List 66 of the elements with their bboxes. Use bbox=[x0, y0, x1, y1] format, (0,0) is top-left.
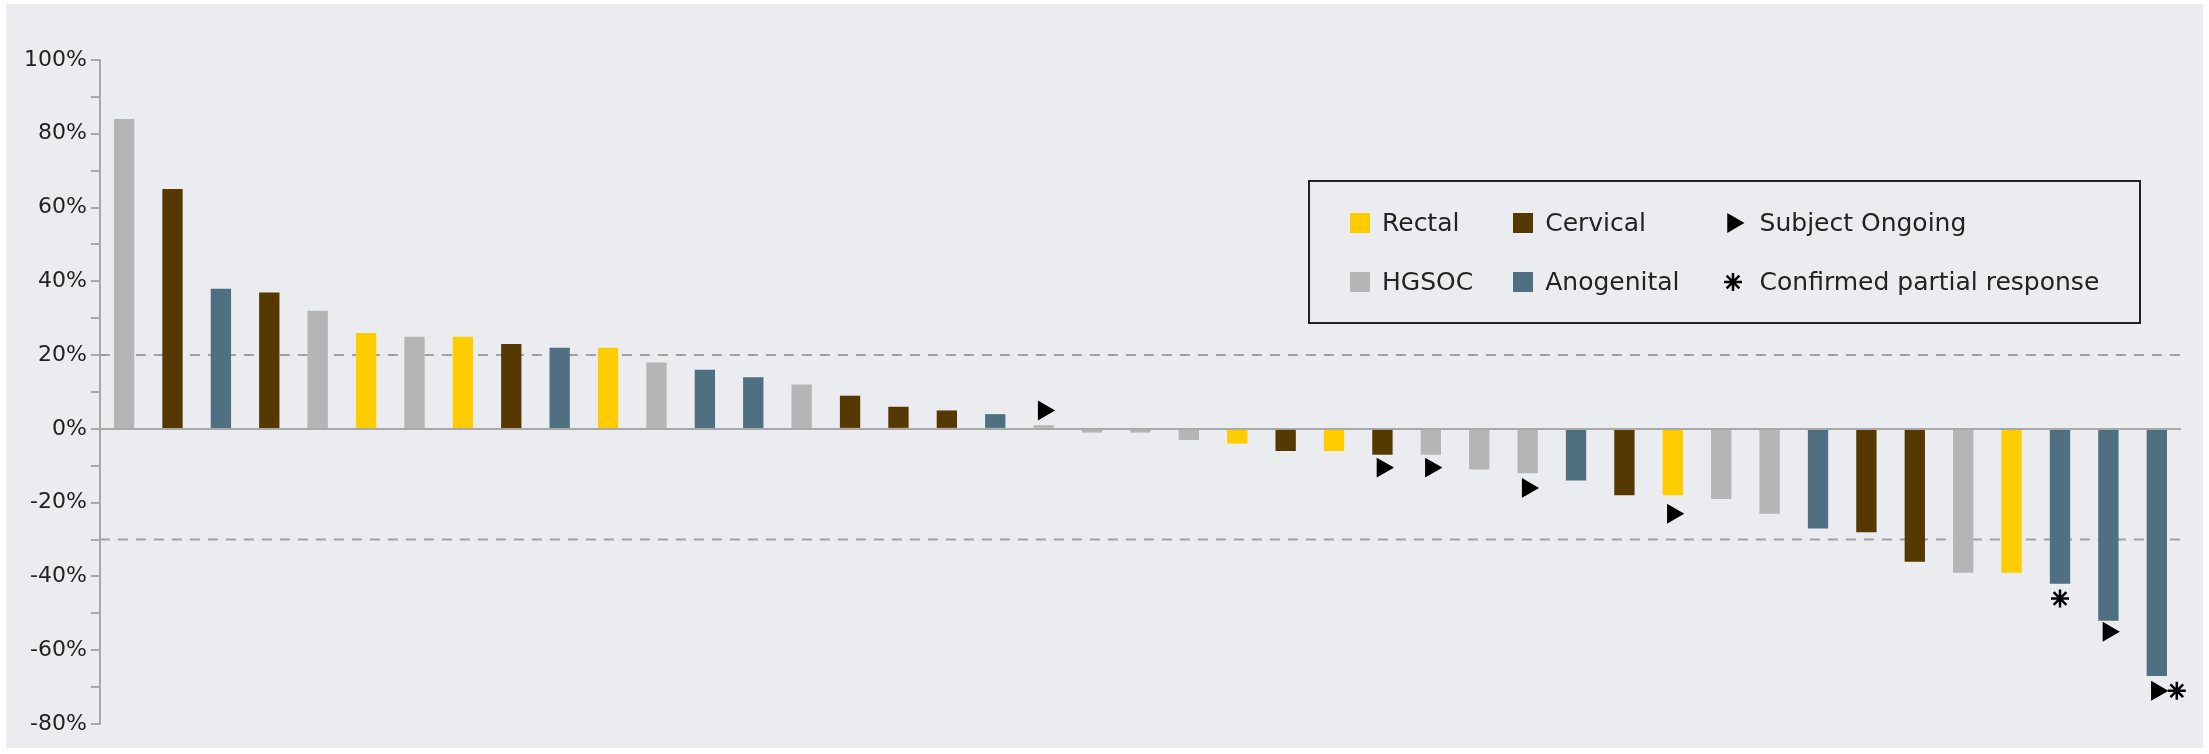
y-tick-label: -20% bbox=[30, 488, 87, 514]
bar bbox=[936, 410, 958, 428]
bar bbox=[1178, 429, 1200, 440]
bar bbox=[1759, 429, 1780, 514]
bar bbox=[2001, 429, 2022, 573]
y-tick-label: 20% bbox=[37, 340, 87, 366]
legend-label: Anogenital bbox=[1545, 267, 1680, 296]
point bbox=[1521, 478, 1538, 497]
bar bbox=[743, 377, 764, 428]
bar bbox=[1711, 429, 1732, 499]
legend-label: Rectal bbox=[1382, 208, 1460, 237]
y-tick-label: -80% bbox=[30, 709, 87, 735]
bar bbox=[1953, 429, 1974, 573]
bar bbox=[259, 292, 280, 428]
bar bbox=[1372, 429, 1393, 455]
bar bbox=[2049, 429, 2071, 584]
bar bbox=[355, 332, 377, 428]
point bbox=[1376, 458, 1393, 477]
bar bbox=[1033, 425, 1054, 428]
bar bbox=[501, 344, 522, 428]
point bbox=[2102, 622, 2119, 641]
bar bbox=[1081, 429, 1103, 433]
legend-label: HGSOC bbox=[1382, 267, 1474, 296]
y-tick-label: 60% bbox=[37, 193, 87, 219]
bar bbox=[1130, 429, 1151, 433]
legend-label: Cervical bbox=[1545, 208, 1647, 237]
bar bbox=[1517, 429, 1538, 474]
bar bbox=[162, 189, 183, 428]
bar bbox=[452, 336, 474, 428]
bar bbox=[694, 369, 716, 428]
bar bbox=[646, 362, 667, 428]
bar bbox=[1323, 429, 1345, 452]
y-tick-label: 0% bbox=[51, 414, 87, 440]
bar bbox=[1904, 429, 1925, 562]
bar bbox=[1275, 429, 1296, 452]
y-tick-label: -60% bbox=[30, 635, 87, 661]
legend-label: Subject Ongoing bbox=[1759, 208, 1967, 237]
legend-label: Confirmed partial response bbox=[1759, 267, 2100, 296]
bar bbox=[1614, 429, 1635, 496]
bar bbox=[1227, 429, 1248, 444]
y-tick-label: 40% bbox=[37, 267, 87, 293]
bar bbox=[985, 414, 1006, 428]
bar bbox=[1856, 429, 1877, 533]
bar bbox=[210, 288, 232, 428]
bar bbox=[404, 336, 425, 428]
bar bbox=[1420, 429, 1441, 455]
bar bbox=[1662, 429, 1683, 496]
bar bbox=[2146, 429, 2167, 677]
bar bbox=[1807, 429, 1829, 529]
bar bbox=[549, 347, 570, 428]
bar bbox=[113, 119, 135, 428]
bar bbox=[597, 347, 619, 428]
point bbox=[1667, 504, 1684, 523]
y-tick-label: 100% bbox=[23, 45, 87, 71]
bar bbox=[2098, 429, 2119, 621]
bar bbox=[1469, 429, 1490, 470]
bar bbox=[791, 384, 812, 428]
bar bbox=[839, 395, 861, 428]
bar bbox=[888, 406, 909, 428]
point bbox=[2151, 681, 2168, 700]
y-tick-label: 80% bbox=[37, 119, 87, 145]
y-tick-label: -40% bbox=[30, 562, 87, 588]
point bbox=[1037, 401, 1054, 420]
bar bbox=[1565, 429, 1587, 481]
bar bbox=[307, 310, 328, 428]
point bbox=[1425, 458, 1442, 477]
